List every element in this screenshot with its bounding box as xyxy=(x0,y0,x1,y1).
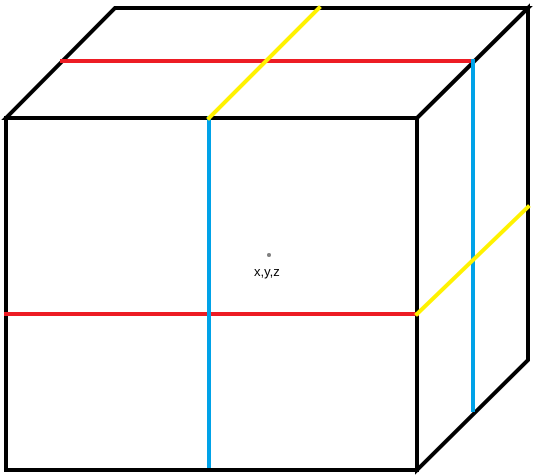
cube-front-face xyxy=(4,116,419,472)
center-point xyxy=(267,253,271,257)
cube-right-face xyxy=(415,3,530,475)
yellow-divider-right xyxy=(414,204,531,317)
yellow-divider-top xyxy=(206,5,322,121)
center-point-label: x,y,z xyxy=(254,264,280,279)
